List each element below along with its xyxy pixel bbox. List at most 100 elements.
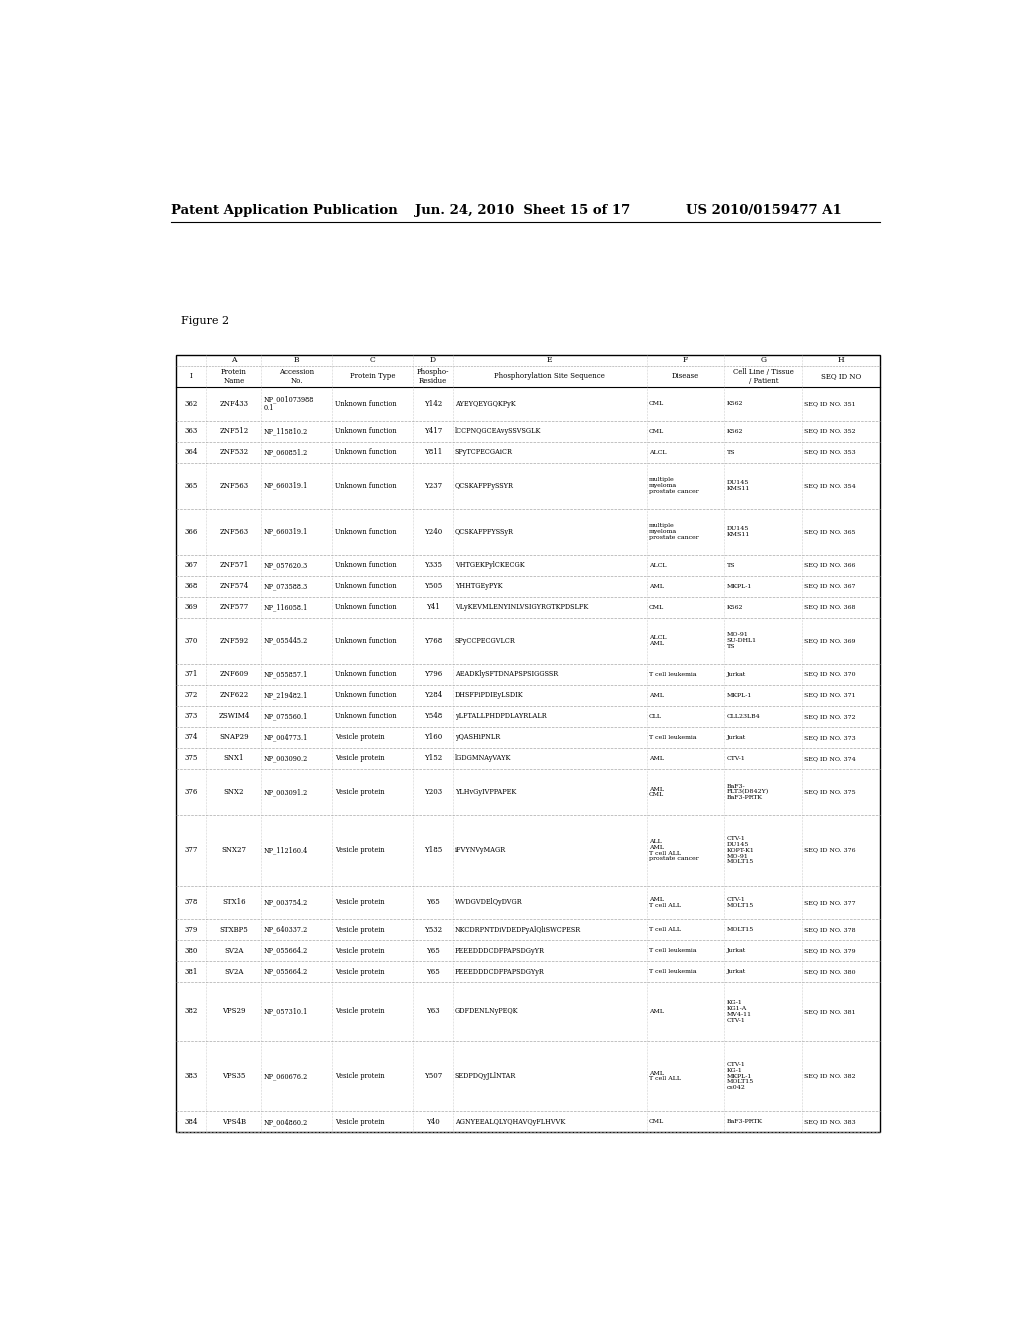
- Text: CTV-1
KG-1
MKPL-1
MOLT15
cs042: CTV-1 KG-1 MKPL-1 MOLT15 cs042: [727, 1061, 754, 1090]
- Text: NP_057310.1: NP_057310.1: [263, 1007, 308, 1015]
- Text: CML: CML: [649, 429, 665, 433]
- Text: Protein Type: Protein Type: [350, 372, 395, 380]
- Text: KG-1
KG1-A
MV4-11
CTV-1: KG-1 KG1-A MV4-11 CTV-1: [727, 1001, 752, 1023]
- Text: NP_003754.2: NP_003754.2: [263, 899, 308, 907]
- Text: TS: TS: [727, 562, 735, 568]
- Text: ZSWIM4: ZSWIM4: [218, 713, 250, 721]
- Text: 383: 383: [184, 1072, 198, 1080]
- Text: Unknown function: Unknown function: [335, 692, 396, 700]
- Text: NP_116058.1: NP_116058.1: [263, 603, 308, 611]
- Text: Y41: Y41: [426, 603, 439, 611]
- Text: NP_112160.4: NP_112160.4: [263, 846, 308, 854]
- Text: Y505: Y505: [424, 582, 441, 590]
- Text: VLyKEVMLENYINLVSIGYRGTKPDSLFK: VLyKEVMLENYINLVSIGYRGTKPDSLFK: [455, 603, 588, 611]
- Text: 372: 372: [184, 692, 198, 700]
- Text: ZNF571: ZNF571: [219, 561, 249, 569]
- Text: SEQ ID NO. 369: SEQ ID NO. 369: [805, 638, 856, 643]
- Text: NP_219482.1: NP_219482.1: [263, 692, 308, 700]
- Text: NP_075560.1: NP_075560.1: [263, 713, 308, 721]
- Text: 367: 367: [184, 561, 198, 569]
- Text: CLL: CLL: [649, 714, 663, 719]
- Text: Y65: Y65: [426, 899, 439, 907]
- Text: 362: 362: [184, 400, 198, 408]
- Text: Unknown function: Unknown function: [335, 400, 396, 408]
- Text: Unknown function: Unknown function: [335, 561, 396, 569]
- Text: AML: AML: [649, 1008, 665, 1014]
- Text: CTV-1: CTV-1: [727, 756, 745, 760]
- Text: FEEEDDDCDFPAPSDGyYR: FEEEDDDCDFPAPSDGyYR: [455, 946, 545, 954]
- Text: Y811: Y811: [424, 449, 441, 457]
- Text: Phospho-
Residue: Phospho- Residue: [417, 368, 449, 385]
- Text: NKCDRPNTDiVDEDPyAlQliSWCPESR: NKCDRPNTDiVDEDPyAlQliSWCPESR: [455, 925, 582, 933]
- Text: F: F: [683, 356, 688, 364]
- Text: Jun. 24, 2010  Sheet 15 of 17: Jun. 24, 2010 Sheet 15 of 17: [415, 205, 630, 218]
- Text: Jurkat: Jurkat: [727, 948, 746, 953]
- Text: Y142: Y142: [424, 400, 441, 408]
- Text: K562: K562: [727, 401, 743, 407]
- Text: 382: 382: [184, 1007, 198, 1015]
- Text: YHHTGEyPYK: YHHTGEyPYK: [455, 582, 503, 590]
- Text: SPyCCPECGVLCR: SPyCCPECGVLCR: [455, 636, 516, 644]
- Text: VPS4B: VPS4B: [222, 1118, 246, 1126]
- Text: Y40: Y40: [426, 1118, 439, 1126]
- Text: T cell leukemia: T cell leukemia: [649, 948, 696, 953]
- Text: 374: 374: [184, 734, 198, 742]
- Text: NP_055857.1: NP_055857.1: [263, 671, 308, 678]
- Text: AYEYQEYGQKPyK: AYEYQEYGQKPyK: [455, 400, 515, 408]
- Text: AML: AML: [649, 583, 665, 589]
- Text: NP_115810.2: NP_115810.2: [263, 428, 308, 436]
- Text: Y65: Y65: [426, 946, 439, 954]
- Text: ZNF609: ZNF609: [219, 671, 249, 678]
- Text: Vesicle protein: Vesicle protein: [335, 846, 384, 854]
- Text: SNX27: SNX27: [221, 846, 247, 854]
- Text: Y152: Y152: [424, 755, 441, 763]
- Text: 366: 366: [184, 528, 198, 536]
- Text: CML: CML: [649, 401, 665, 407]
- Text: T cell ALL: T cell ALL: [649, 927, 681, 932]
- Text: AML: AML: [649, 693, 665, 698]
- Text: SNX1: SNX1: [223, 755, 244, 763]
- Text: 365: 365: [184, 482, 198, 490]
- Text: Y417: Y417: [424, 428, 441, 436]
- Text: ZNF512: ZNF512: [219, 428, 249, 436]
- Text: BaF3-PRTK: BaF3-PRTK: [727, 1119, 763, 1125]
- Text: yQASHiPNLR: yQASHiPNLR: [455, 734, 500, 742]
- Text: AML: AML: [649, 756, 665, 760]
- Text: T cell leukemia: T cell leukemia: [649, 672, 696, 677]
- Text: ZNF622: ZNF622: [219, 692, 249, 700]
- Text: DU145
KMS11: DU145 KMS11: [727, 480, 751, 491]
- Text: Y532: Y532: [424, 925, 441, 933]
- Text: MO-91
SU-DHL1
TS: MO-91 SU-DHL1 TS: [727, 632, 757, 649]
- Text: T cell leukemia: T cell leukemia: [649, 969, 696, 974]
- Text: K562: K562: [727, 605, 743, 610]
- Text: SEQ ID NO. 382: SEQ ID NO. 382: [805, 1073, 856, 1078]
- Text: Y240: Y240: [424, 528, 441, 536]
- Text: VPS35: VPS35: [222, 1072, 246, 1080]
- Text: Y768: Y768: [424, 636, 441, 644]
- Text: T cell leukemia: T cell leukemia: [649, 735, 696, 739]
- Text: Protein
Name: Protein Name: [221, 368, 247, 385]
- Text: Y507: Y507: [424, 1072, 441, 1080]
- Text: NP_004773.1: NP_004773.1: [263, 734, 308, 742]
- Text: Vesicle protein: Vesicle protein: [335, 968, 384, 975]
- Text: Jurkat: Jurkat: [727, 672, 746, 677]
- Text: Y237: Y237: [424, 482, 441, 490]
- Text: NP_060851.2: NP_060851.2: [263, 449, 308, 457]
- Text: 369: 369: [184, 603, 198, 611]
- Text: Accession
No.: Accession No.: [280, 368, 314, 385]
- Text: 377: 377: [184, 846, 198, 854]
- Text: VHTGEKPylCKECGK: VHTGEKPylCKECGK: [455, 561, 524, 569]
- Text: FEEEDDDCDFPAPSDGYyR: FEEEDDDCDFPAPSDGYyR: [455, 968, 545, 975]
- Text: ALCL: ALCL: [649, 562, 667, 568]
- Text: 363: 363: [184, 428, 198, 436]
- Text: G: G: [760, 356, 766, 364]
- Text: SV2A: SV2A: [224, 968, 244, 975]
- Text: SEQ ID NO. 376: SEQ ID NO. 376: [805, 847, 856, 853]
- Text: MKPL-1: MKPL-1: [727, 693, 752, 698]
- Text: yLFTALLPHDPDLAYRLALR: yLFTALLPHDPDLAYRLALR: [455, 713, 547, 721]
- Text: 384: 384: [184, 1118, 198, 1126]
- Text: Vesicle protein: Vesicle protein: [335, 1072, 384, 1080]
- Text: SEQ ID NO. 383: SEQ ID NO. 383: [805, 1119, 856, 1125]
- Text: CML: CML: [649, 1119, 665, 1125]
- Text: ALL
AML
T cell ALL
prostate cancer: ALL AML T cell ALL prostate cancer: [649, 840, 698, 862]
